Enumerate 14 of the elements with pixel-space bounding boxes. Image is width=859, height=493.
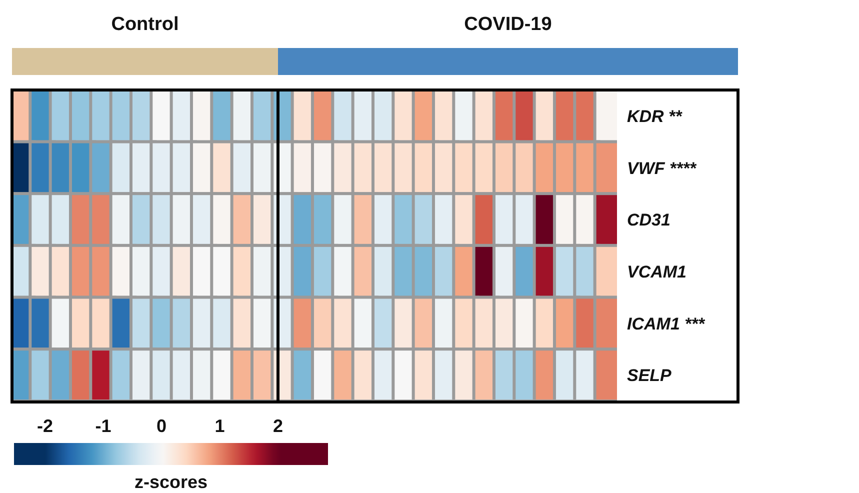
text: Control — [111, 14, 179, 35]
y-tick-label: KDR ** — [627, 106, 684, 126]
color-bar-label: 0 — [156, 416, 167, 436]
text: COVID-19 — [464, 14, 552, 35]
y-tick-label: VCAM1 — [627, 262, 687, 282]
color-bar-title: z-scores — [134, 472, 208, 492]
color-bar-label: 2 — [272, 416, 284, 436]
color-bar-label: 1 — [214, 416, 225, 436]
color-bar-label: -2 — [36, 416, 54, 436]
y-tick-label: VWF **** — [627, 158, 698, 178]
y-tick-label: ICAM1 *** — [627, 314, 706, 334]
y-tick-label: CD31 — [627, 210, 670, 230]
color-bar-label: -1 — [95, 416, 112, 436]
y-tick-label: SELP — [627, 366, 672, 386]
